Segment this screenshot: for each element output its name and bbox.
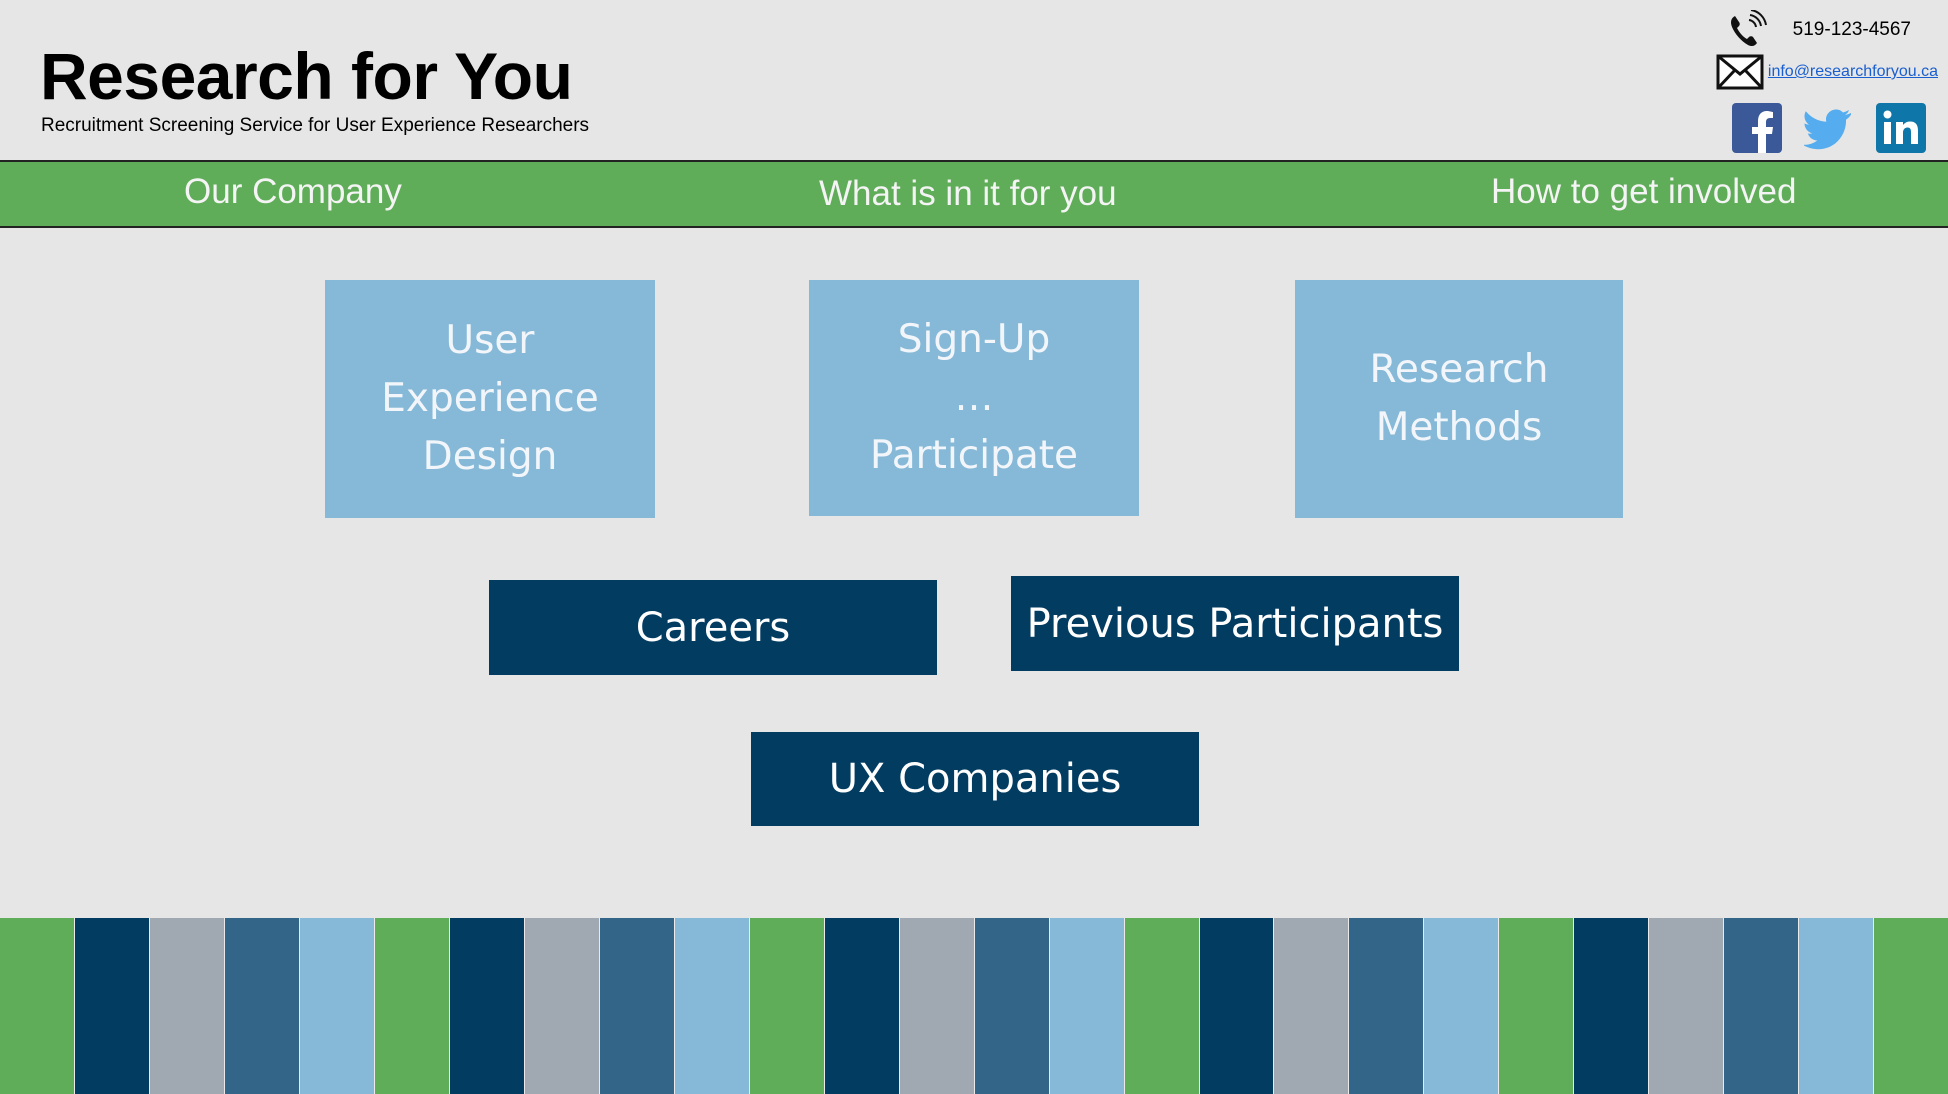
footer-stripe	[598, 918, 674, 1094]
email-contact[interactable]: info@researchforyou.ca	[1716, 54, 1938, 90]
email-link[interactable]: info@researchforyou.ca	[1767, 63, 1938, 80]
tile-research-methods[interactable]: Research Methods	[1295, 280, 1623, 518]
main-nav: Our Company What is in it for you How to…	[0, 160, 1948, 228]
nav-item-what-is-in-it-for-you[interactable]: What is in it for you	[819, 174, 1117, 213]
footer-stripes	[0, 918, 1948, 1094]
footer-stripe	[1198, 918, 1274, 1094]
footer-stripe	[0, 918, 74, 1094]
phone-icon	[1730, 10, 1767, 47]
footer-stripe	[1423, 918, 1499, 1094]
facebook-icon[interactable]	[1732, 103, 1782, 153]
footer-stripe	[1573, 918, 1649, 1094]
footer-stripe	[823, 918, 899, 1094]
footer-stripe	[673, 918, 749, 1094]
phone-contact[interactable]: 519-123-4567	[1725, 10, 1911, 50]
mail-icon	[1716, 54, 1764, 90]
linkedin-icon[interactable]	[1876, 103, 1926, 153]
footer-stripe	[448, 918, 524, 1094]
footer-stripe	[1723, 918, 1799, 1094]
footer-stripe	[1123, 918, 1199, 1094]
nav-item-our-company[interactable]: Our Company	[184, 172, 402, 211]
ux-companies-button[interactable]: UX Companies	[751, 732, 1199, 826]
footer-stripe	[1048, 918, 1124, 1094]
site-subtitle: Recruitment Screening Service for User E…	[41, 115, 590, 136]
footer-stripe	[373, 918, 449, 1094]
footer-stripe	[523, 918, 599, 1094]
previous-participants-button[interactable]: Previous Participants	[1011, 576, 1459, 671]
footer-stripe	[1873, 918, 1948, 1094]
footer-stripe	[298, 918, 374, 1094]
header: Research for You Recruitment Screening S…	[0, 0, 1948, 160]
tile-sign-up-participate[interactable]: Sign-Up … Participate	[809, 280, 1139, 516]
footer-stripe	[1498, 918, 1574, 1094]
tile-user-experience-design[interactable]: User Experience Design	[325, 280, 655, 518]
phone-number: 519-123-4567	[1792, 19, 1911, 40]
careers-button[interactable]: Careers	[489, 580, 937, 675]
footer-stripe	[223, 918, 299, 1094]
footer-stripe	[748, 918, 824, 1094]
nav-item-how-to-get-involved[interactable]: How to get involved	[1491, 172, 1797, 211]
footer-stripe	[1348, 918, 1424, 1094]
social-links	[1732, 103, 1926, 153]
footer-stripe	[1648, 918, 1724, 1094]
footer-stripe	[73, 918, 149, 1094]
footer-stripe	[898, 918, 974, 1094]
footer-stripe	[973, 918, 1049, 1094]
footer-stripe	[1798, 918, 1874, 1094]
site-title[interactable]: Research for You	[40, 39, 573, 113]
footer-stripe	[1273, 918, 1349, 1094]
footer-stripe	[148, 918, 224, 1094]
twitter-icon[interactable]	[1804, 103, 1854, 153]
